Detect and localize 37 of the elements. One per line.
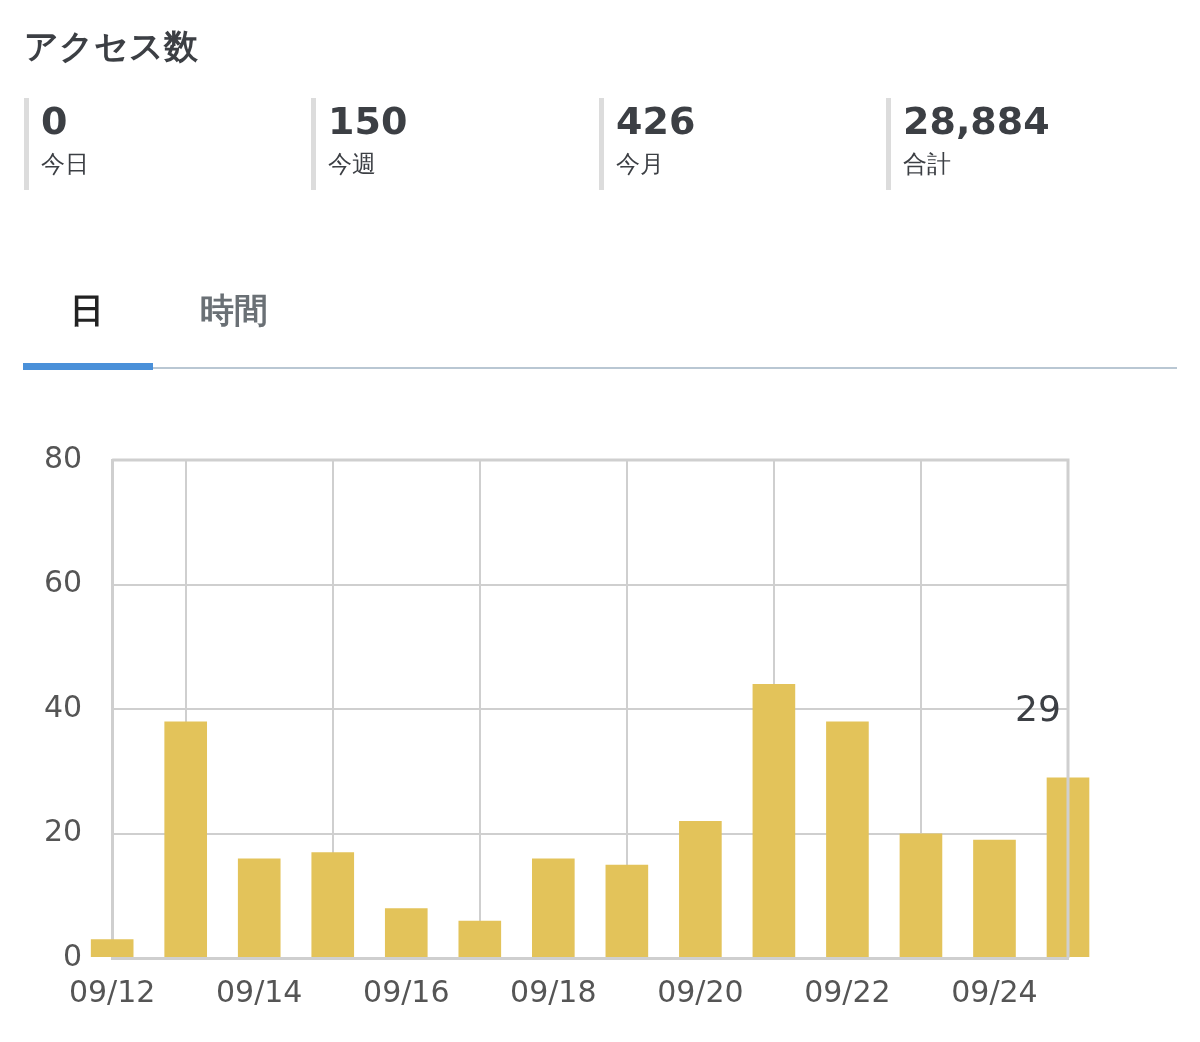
x-tick-label: 09/24	[951, 973, 1038, 1009]
bar	[826, 721, 869, 957]
text: 426	[616, 98, 697, 144]
bar	[237, 858, 281, 957]
text: 今日	[41, 149, 90, 180]
x-tick-label: 09/20	[657, 973, 744, 1009]
bar	[532, 858, 575, 957]
bar	[164, 721, 208, 957]
y-tick-label: 60	[43, 564, 83, 600]
x-tick-label: 09/12	[68, 973, 156, 1009]
x-tick-label: 09/18	[510, 973, 597, 1009]
bar	[311, 852, 355, 957]
text: アクセス数	[24, 25, 198, 68]
text: 合計	[903, 149, 952, 180]
text: 今月	[616, 149, 665, 180]
bar	[90, 939, 134, 957]
bar	[458, 920, 502, 957]
data-label: 29	[1015, 687, 1061, 729]
x-tick-label: 09/16	[363, 973, 450, 1009]
text: 28,884	[903, 98, 1051, 144]
bar	[1046, 777, 1090, 957]
text: 今週	[328, 149, 377, 180]
bar	[384, 908, 428, 957]
text: 時間	[200, 289, 268, 332]
y-tick-label: 20	[43, 813, 83, 849]
bar	[752, 684, 796, 957]
bar	[679, 821, 722, 957]
bar	[899, 833, 943, 957]
bar	[973, 839, 1016, 957]
y-tick-label: 0	[63, 937, 83, 973]
bar	[605, 864, 649, 957]
text: 日	[70, 289, 104, 332]
y-tick-label: 40	[43, 688, 83, 724]
text: 150	[328, 98, 409, 144]
x-tick-label: 09/14	[215, 973, 303, 1009]
x-tick-label: 09/22	[804, 973, 891, 1009]
y-tick-label: 80	[43, 439, 83, 475]
